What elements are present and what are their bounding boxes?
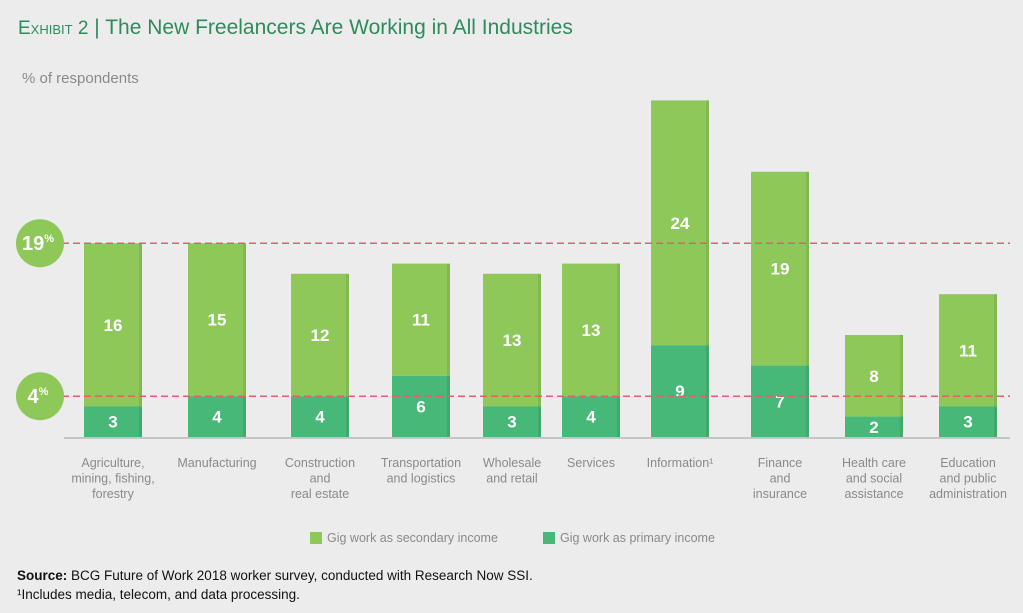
bar-secondary <box>392 263 450 376</box>
data-label-secondary: 11 <box>412 311 430 330</box>
y-axis-label: % of respondents <box>22 70 139 87</box>
data-label-primary: 3 <box>507 413 516 432</box>
reference-badge <box>16 372 64 421</box>
exhibit-label: Exhibit 2 <box>18 18 89 39</box>
reference-badge <box>16 219 64 268</box>
legend-swatch-secondary <box>310 532 322 544</box>
data-label-primary: 4 <box>586 408 596 427</box>
bar-shade <box>900 335 903 437</box>
category-label: real estate <box>291 487 349 501</box>
data-label-secondary: 12 <box>311 326 330 345</box>
data-label-primary: 2 <box>869 418 878 437</box>
category-label: mining, fishing, <box>71 472 154 486</box>
bar-shade <box>617 263 620 437</box>
data-label-secondary: 16 <box>104 316 123 335</box>
data-label-secondary: 19 <box>771 260 790 279</box>
data-label-primary: 3 <box>108 413 117 432</box>
category-label: Manufacturing <box>177 456 256 470</box>
data-label-primary: 7 <box>775 392 784 411</box>
category-label: Education <box>940 456 996 470</box>
reference-label-suffix: % <box>44 233 54 245</box>
category-label: Construction <box>285 456 355 470</box>
footnote: ¹Includes media, telecom, and data proce… <box>17 587 300 602</box>
legend-item-primary: Gig work as primary income <box>543 531 715 545</box>
category-label: and <box>770 472 791 486</box>
category-label: insurance <box>753 487 807 501</box>
category-label: Transportation <box>381 456 461 470</box>
chart-title: Exhibit 2 | The New Freelancers Are Work… <box>18 16 573 40</box>
bar-primary <box>483 406 541 437</box>
bar-primary <box>291 396 349 437</box>
category-label: Information¹ <box>647 456 714 470</box>
data-label-secondary: 13 <box>582 321 601 340</box>
bar-shade <box>706 100 709 438</box>
bar-primary <box>188 396 246 437</box>
category-label: forestry <box>92 487 134 501</box>
bar-primary <box>651 345 709 437</box>
data-label-secondary: 8 <box>869 367 878 386</box>
data-label-secondary: 11 <box>959 341 977 360</box>
bar-primary <box>84 406 142 437</box>
data-label-secondary: 24 <box>671 214 690 233</box>
category-label: and <box>310 472 331 486</box>
bar-shade <box>346 273 349 437</box>
bar-primary <box>562 396 620 437</box>
source-label: Source: <box>17 568 68 583</box>
category-label: administration <box>929 487 1007 501</box>
category-label: and retail <box>486 472 537 486</box>
bar-secondary <box>939 294 997 407</box>
category-label: Finance <box>758 456 803 470</box>
bar-shade <box>806 171 809 438</box>
bar-secondary <box>483 273 541 407</box>
legend-swatch-primary <box>543 532 555 544</box>
bar-shade <box>139 243 142 437</box>
bar-shade <box>538 273 541 437</box>
reference-label-suffix: % <box>39 386 49 398</box>
bar-secondary <box>562 263 620 397</box>
data-label-primary: 6 <box>416 397 425 416</box>
bar-secondary <box>291 273 349 397</box>
bar-shade <box>243 243 246 437</box>
data-label-primary: 4 <box>315 408 325 427</box>
data-label-secondary: 13 <box>503 331 522 350</box>
data-label-primary: 9 <box>675 382 684 401</box>
title-text: The New Freelancers Are Working in All I… <box>105 16 573 39</box>
bar-shade <box>994 294 997 437</box>
bar-primary <box>751 365 809 437</box>
bar-primary <box>845 416 903 437</box>
bar-secondary <box>84 243 142 407</box>
legend-label-primary: Gig work as primary income <box>560 531 715 545</box>
source-note: Source: BCG Future of Work 2018 worker s… <box>17 568 533 583</box>
category-label: and public <box>940 472 997 486</box>
bar-primary <box>392 375 450 437</box>
legend-item-secondary: Gig work as secondary income <box>310 531 498 545</box>
category-label: Health care <box>842 456 906 470</box>
bar-secondary <box>751 171 809 366</box>
bar-secondary <box>188 243 246 397</box>
category-label: Services <box>567 456 615 470</box>
category-label: and logistics <box>387 472 456 486</box>
title-separator: | <box>94 16 100 39</box>
legend-label-secondary: Gig work as secondary income <box>327 531 498 545</box>
data-label-secondary: 15 <box>208 311 227 330</box>
data-label-primary: 4 <box>212 408 222 427</box>
source-text: BCG Future of Work 2018 worker survey, c… <box>67 568 533 583</box>
stacked-bar-chart: 16 3 Agriculture, mining, fishing,forestry 1… <box>16 100 1010 501</box>
bar-secondary <box>651 100 709 346</box>
bar-primary <box>939 406 997 437</box>
bar-secondary <box>845 335 903 417</box>
category-label: and social <box>846 472 902 486</box>
category-label: Wholesale <box>483 456 541 470</box>
category-label: Agriculture, <box>81 456 144 470</box>
data-label-primary: 3 <box>963 413 972 432</box>
category-label: assistance <box>844 487 903 501</box>
bar-shade <box>447 263 450 437</box>
